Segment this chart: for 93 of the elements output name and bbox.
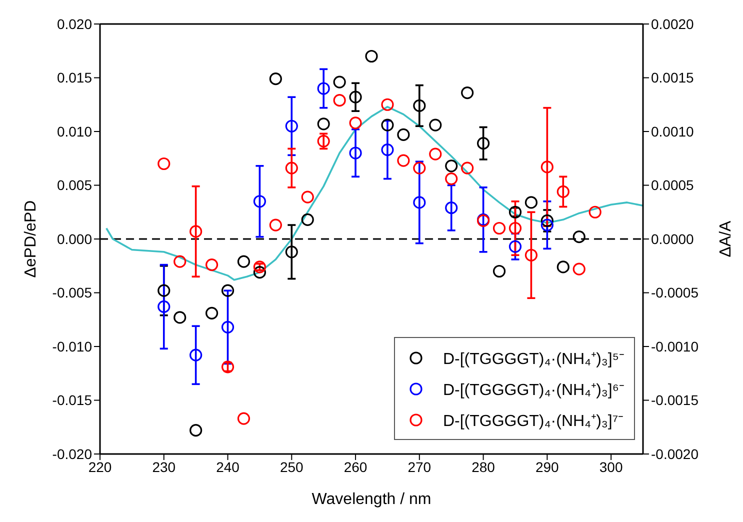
point (445, 172, 458, 186)
point (221, 284, 234, 297)
point (301, 213, 314, 226)
point (190, 225, 202, 238)
point (317, 118, 330, 130)
point (317, 82, 330, 95)
y-tick-label: 0.000 (56, 230, 92, 247)
point (174, 311, 186, 324)
point (253, 266, 266, 279)
y2-tick-label: -0.0005 (651, 284, 699, 301)
point (365, 50, 378, 63)
point (285, 246, 298, 258)
point (413, 196, 426, 209)
point (158, 284, 170, 297)
point (461, 162, 474, 174)
y-tick-label: 0.015 (56, 70, 92, 86)
x-tick-label: 250 (280, 458, 304, 475)
y2-tick-label: -0.0015 (651, 392, 699, 408)
point (476, 137, 490, 150)
point (524, 248, 538, 262)
point (190, 348, 202, 362)
point (429, 148, 442, 160)
x-tick-label: 280 (472, 458, 496, 475)
point (237, 255, 250, 268)
legend-label: D-[(TGGGGT)₄·(NH₄⁺)₃]⁶⁻ (442, 380, 624, 400)
x-axis-title: Wavelength / nm (312, 491, 432, 508)
point (540, 160, 554, 174)
x-tick-label: 300 (599, 458, 623, 475)
point (253, 195, 266, 208)
point (572, 230, 586, 244)
point (349, 90, 362, 104)
legend-label: D-[(TGGGGT)₄·(NH₄⁺)₃]⁷⁻ (442, 412, 624, 430)
point (349, 146, 362, 160)
x-tick-label: 240 (216, 458, 240, 475)
y2-tick-label: 0.0015 (651, 70, 694, 86)
point (540, 214, 554, 228)
point (540, 218, 554, 232)
point (556, 260, 570, 274)
y-axis-title: ΔePD/ePD (22, 200, 40, 278)
point (158, 157, 170, 170)
y-tick-label: 0.010 (56, 123, 92, 140)
point (301, 190, 314, 204)
point (158, 300, 170, 314)
point (413, 162, 426, 174)
point (397, 128, 410, 142)
point (413, 99, 426, 112)
point (572, 262, 586, 276)
point (269, 72, 282, 86)
x-tick-label: 260 (344, 458, 368, 475)
y2-tick-label: -0.0020 (651, 446, 699, 462)
point (237, 412, 250, 425)
point (333, 76, 346, 88)
point (190, 424, 202, 437)
point (508, 222, 522, 235)
y2-axis-title: ΔA/A (718, 220, 735, 258)
x-tick-label: 230 (152, 458, 176, 475)
point (285, 162, 298, 174)
point (174, 255, 186, 268)
point (445, 160, 458, 172)
y2-tick-label: 0.0005 (651, 177, 694, 194)
point (492, 264, 506, 278)
point (492, 222, 506, 235)
y2-tick-label: -0.0010 (651, 338, 699, 354)
point (461, 86, 474, 100)
point (333, 94, 346, 107)
y-tick-label: -0.010 (52, 338, 92, 354)
point (317, 134, 330, 148)
point (556, 185, 570, 198)
point (588, 206, 602, 218)
point (508, 240, 522, 253)
x-tick-label: 270 (408, 458, 432, 475)
y-tick-label: -0.005 (52, 284, 92, 301)
point (381, 118, 394, 132)
point (221, 320, 234, 334)
legend-label: D-[(TGGGGT)₄·(NH₄⁺)₃]⁵⁻ (442, 350, 624, 368)
y-tick-label: 0.005 (56, 177, 92, 194)
point (381, 143, 394, 156)
point (381, 98, 394, 111)
point (205, 306, 218, 320)
point (397, 154, 410, 167)
point (349, 116, 362, 130)
y2-tick-label: 0.0000 (651, 230, 694, 247)
y-tick-label: -0.015 (52, 392, 92, 408)
point (285, 120, 298, 132)
point (205, 258, 218, 272)
y-tick-label: 0.020 (56, 16, 92, 32)
point (445, 202, 458, 214)
point (429, 118, 442, 132)
y2-tick-label: 0.0020 (651, 16, 694, 32)
y2-tick-label: 0.0010 (651, 123, 694, 140)
point (524, 196, 538, 209)
point (269, 218, 282, 232)
x-tick-label: 290 (535, 458, 560, 475)
